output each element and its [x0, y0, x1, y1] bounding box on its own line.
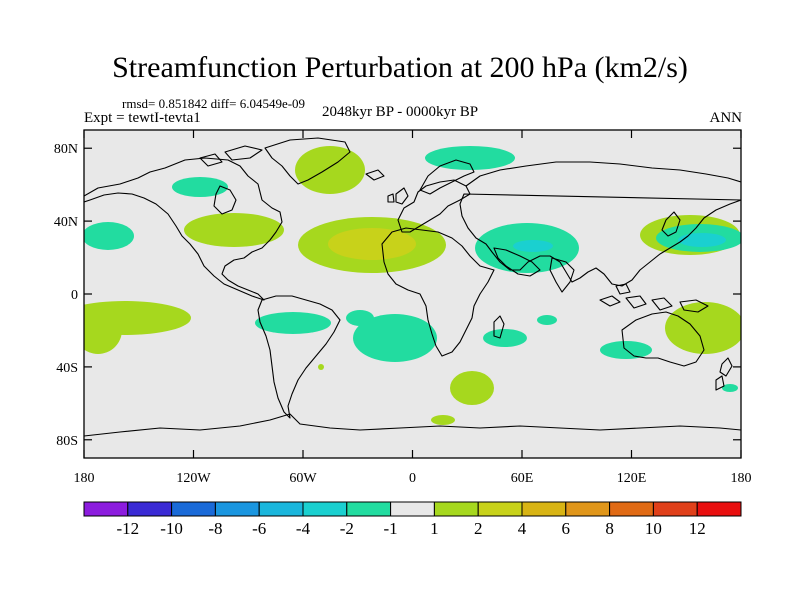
anomaly-tropical-pacific-edge	[84, 306, 122, 354]
coast-africa	[381, 227, 495, 357]
colorbar-swatch	[214, 501, 260, 517]
colorbar-label: 10	[645, 519, 662, 538]
season-label: ANN	[709, 110, 743, 126]
colorbar-swatch	[302, 501, 348, 517]
colorbar-swatch	[258, 501, 304, 517]
anomaly-greenland-high	[295, 146, 365, 194]
colorbar-label: 8	[605, 519, 614, 538]
colorbar-swatch	[346, 501, 392, 517]
lon-tick-label: 180	[731, 471, 752, 486]
colorbar-swatch	[83, 501, 129, 517]
chart-title: Streamfunction Perturbation at 200 hPa (…	[112, 51, 688, 84]
colorbar-swatch	[433, 501, 479, 517]
colorbar-label: 1	[430, 519, 439, 538]
coast-japan	[661, 211, 681, 237]
coast-north-america	[84, 157, 283, 301]
coast-australia	[621, 311, 705, 367]
coast-british-isles	[387, 187, 409, 205]
anomaly-arabia-core	[513, 240, 553, 252]
coast-papua	[679, 299, 709, 313]
lat-tick-label: 40N	[54, 215, 78, 230]
anomaly-pacific-west-core	[678, 233, 726, 247]
coast-greenland	[264, 137, 351, 185]
anomaly-south-atlantic-tail	[346, 310, 374, 326]
colorbar: -12 -10 -8 -6 -4 -2 -1 1 2 4 6 8 10 12	[83, 501, 742, 538]
anomaly-indian-ocean-low	[483, 329, 527, 347]
coast-new-zealand	[715, 357, 733, 391]
colorbar-swatch	[652, 501, 698, 517]
colorbar-label: -2	[340, 519, 354, 538]
lon-tick-label: 0	[409, 471, 416, 486]
coast-arctic-islands	[199, 145, 263, 167]
period-label: 2048kyr BP - 0000kyr BP	[321, 104, 479, 120]
anomaly-madagascar-low	[537, 315, 557, 325]
lat-tick-label: 40S	[56, 361, 78, 376]
colorbar-swatch	[477, 501, 523, 517]
colorbar-swatch	[127, 501, 173, 517]
anomaly-australia-high	[665, 302, 741, 354]
colorbar-swatch	[171, 501, 216, 517]
colorbar-swatch	[390, 501, 435, 517]
colorbar-label: -12	[116, 519, 139, 538]
anomaly-south-america-low	[255, 312, 331, 334]
coast-hudson-bay	[213, 185, 237, 215]
colorbar-swatch	[521, 501, 567, 517]
anomaly-south-ocean-high	[450, 371, 494, 405]
lon-tick-label: 120E	[617, 471, 647, 486]
colorbar-label: 6	[562, 519, 571, 538]
coast-antarctica	[84, 413, 741, 437]
colorbar-label: 12	[689, 519, 706, 538]
coast-indonesia	[599, 283, 673, 311]
coast-scandinavia	[419, 159, 475, 195]
colorbar-label: -6	[252, 519, 266, 538]
coast-madagascar	[493, 315, 505, 339]
lat-tick-label: 80N	[54, 142, 78, 157]
colorbar-label: -10	[160, 519, 183, 538]
anomaly-north-atlantic-high	[328, 228, 416, 260]
lon-axis: 180 120W 60W 0 60E 120E 180	[74, 130, 752, 486]
coast-india	[549, 257, 575, 293]
colorbar-swatch	[609, 501, 654, 517]
colorbar-label: 2	[474, 519, 483, 538]
coastlines	[84, 137, 741, 437]
coast-south-america	[257, 295, 341, 419]
anomaly-tropical-pacific-high	[84, 301, 191, 335]
lat-axis: 80N 40N 0 40S 80S	[54, 142, 741, 449]
colorbar-label: -4	[296, 519, 311, 538]
colorbar-label: -8	[208, 519, 222, 538]
lat-tick-label: 80S	[56, 434, 78, 449]
anomaly-small-dot	[318, 364, 324, 370]
anomaly-layer	[84, 146, 741, 425]
stats-text: rmsd= 0.851842 diff= 6.04549e-09	[122, 96, 306, 111]
colorbar-label: 4	[518, 519, 527, 538]
colorbar-swatch	[696, 501, 742, 517]
lon-tick-label: 60W	[289, 471, 317, 486]
anomaly-alaska-low	[172, 177, 228, 197]
anomaly-east-pacific-low	[84, 222, 134, 250]
colorbar-swatch	[565, 501, 611, 517]
lon-tick-label: 180	[74, 471, 95, 486]
anomaly-arctic-europe-low	[425, 146, 515, 170]
anomaly-antarctic-high	[431, 415, 455, 425]
coast-arabia	[493, 247, 541, 277]
anomaly-north-america-high	[184, 213, 284, 247]
anomaly-tasman-low	[722, 384, 738, 392]
lon-tick-label: 120W	[176, 471, 211, 486]
colorbar-label: -1	[384, 519, 398, 538]
coast-asia	[459, 161, 741, 287]
lon-tick-label: 60E	[511, 471, 534, 486]
anomaly-south-atlantic-low	[353, 314, 437, 362]
coast-iceland	[365, 169, 385, 181]
lat-tick-label: 0	[71, 288, 78, 303]
experiment-label: Expt = tewtI-tevta1	[84, 110, 201, 126]
